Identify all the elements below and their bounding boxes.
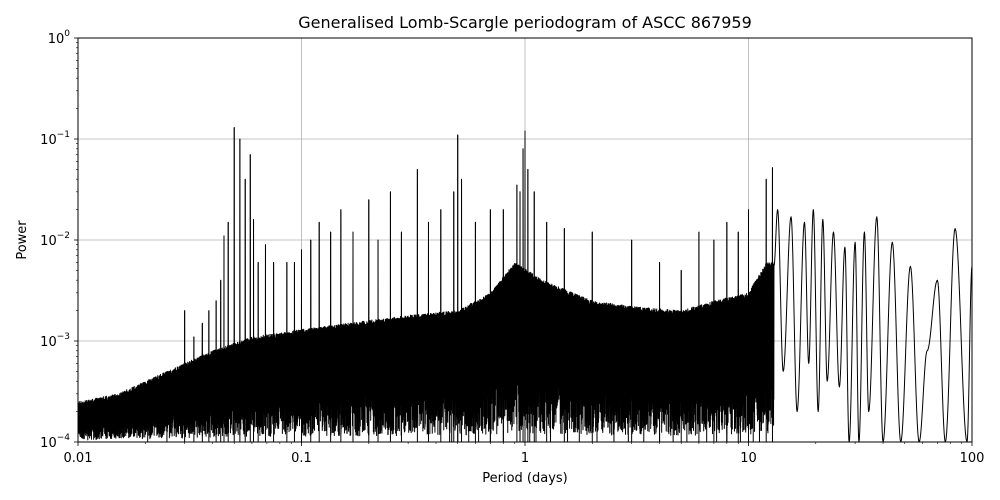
x-tick-label: 1	[521, 451, 529, 466]
x-tick-label: 0.1	[291, 451, 312, 466]
y-axis-label: Power	[15, 220, 30, 260]
series-layer	[78, 126, 972, 442]
x-tick-label: 0.01	[64, 451, 93, 466]
chart-title: Generalised Lomb-Scargle periodogram of …	[298, 13, 752, 32]
x-axis-label: Period (days)	[482, 471, 568, 486]
x-tick-label: 10	[740, 451, 757, 466]
periodogram-series-line	[78, 126, 972, 442]
x-tick-label: 100	[960, 451, 985, 466]
